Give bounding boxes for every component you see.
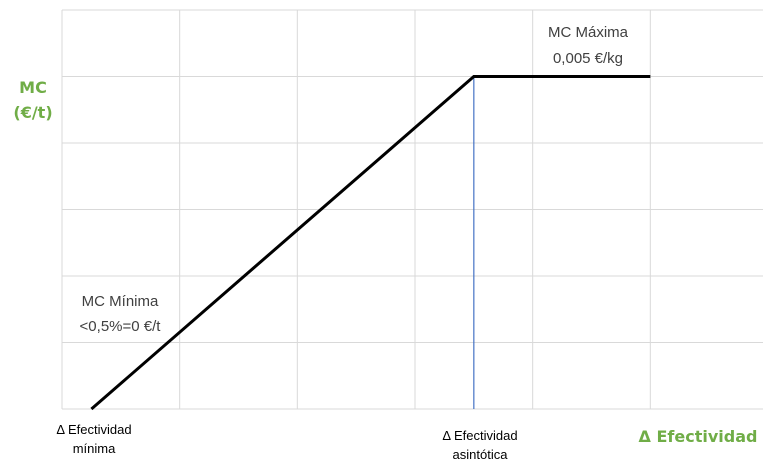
annotation-mc-max-line1: MC Máxima <box>548 24 629 41</box>
annotation-mc-min-line2: <0,5%=0 €/t <box>80 318 162 335</box>
annotation-mc-max-line2: 0,005 €/kg <box>553 50 623 67</box>
y-axis-title-line1: MC <box>19 78 47 97</box>
x-tick-efectividad-minima-line2: mínima <box>73 441 116 456</box>
x-axis-title: Δ Efectividad <box>639 427 758 446</box>
x-tick-efectividad-minima-line1: Δ Efectividad <box>56 422 131 437</box>
grid <box>61 9 763 410</box>
y-axis-title-line2: (€/t) <box>13 103 52 122</box>
annotation-mc-min-line1: MC Mínima <box>82 293 159 310</box>
mc-curve-line <box>90 75 651 411</box>
x-tick-efectividad-asintotica-line2: asintótica <box>453 447 509 459</box>
x-tick-efectividad-asintotica-line1: Δ Efectividad <box>442 428 517 443</box>
